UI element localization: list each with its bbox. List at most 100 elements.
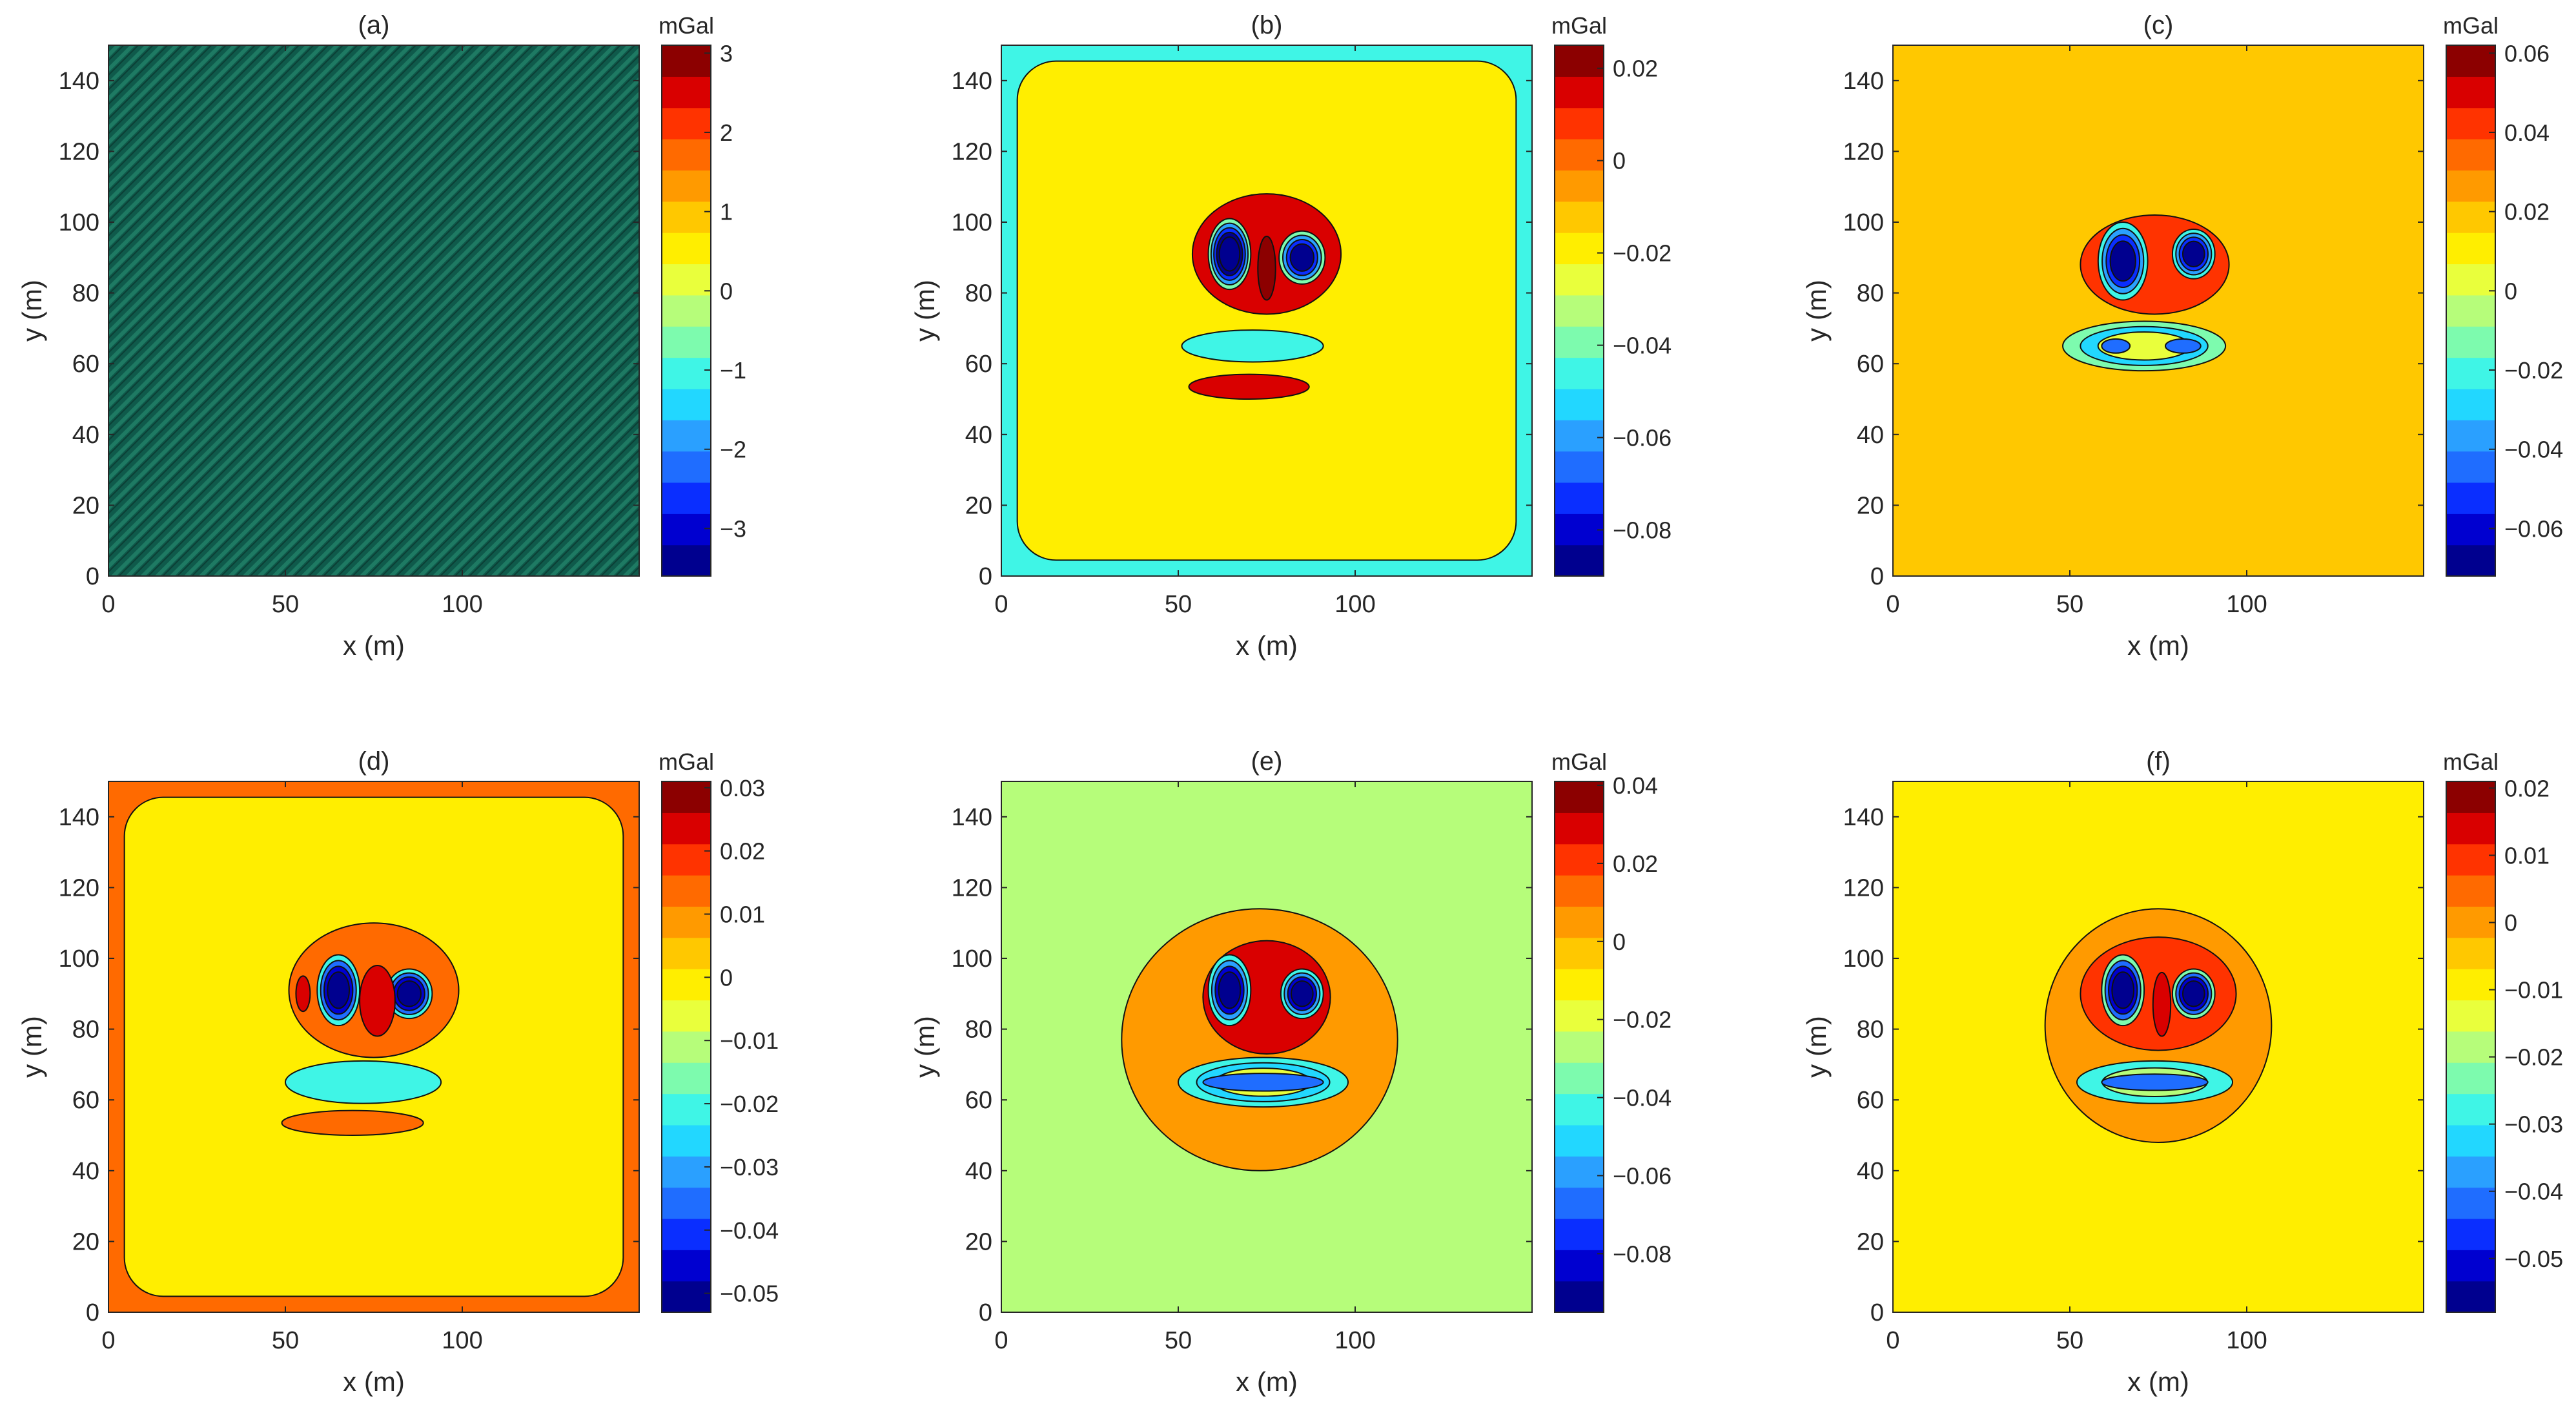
y-tick-label: 60: [72, 1087, 99, 1114]
colorbar-band: [1555, 544, 1604, 577]
y-tick-label: 100: [1843, 209, 1884, 236]
y-tick-label: 80: [1857, 1016, 1884, 1044]
colorbar-tick-label: 0.02: [720, 838, 765, 865]
x-axis-label: x (m): [1236, 630, 1298, 661]
colorbar-band: [1555, 1093, 1604, 1126]
colorbar-band: [662, 1250, 711, 1282]
y-tick-label: 40: [965, 422, 992, 449]
colorbar-band: [1555, 513, 1604, 546]
y-tick-label: 40: [72, 422, 99, 449]
colorbar-band: [1555, 45, 1604, 77]
y-tick-label: 0: [86, 563, 99, 590]
colorbar-unit-label: mGal: [2443, 12, 2499, 39]
colorbar-band: [662, 388, 711, 420]
colorbar-band: [1555, 263, 1604, 296]
colorbar-tick-label: 0: [2504, 910, 2517, 936]
x-axis-label: x (m): [2127, 1366, 2189, 1397]
colorbar-tick-label: 0.02: [2504, 199, 2550, 225]
colorbar-band: [662, 294, 711, 327]
colorbar-tick-label: −0.04: [1613, 1085, 1671, 1111]
y-tick-label: 40: [1857, 1158, 1884, 1185]
y-tick-label: 20: [1857, 492, 1884, 519]
y-tick-label: 80: [72, 1016, 99, 1044]
colorbar-band: [1555, 843, 1604, 876]
y-tick-label: 120: [952, 138, 992, 165]
colorbar-band: [1555, 232, 1604, 265]
colorbar-tick-label: 1: [720, 199, 733, 225]
colorbar-band: [2446, 1062, 2495, 1095]
y-tick-label: 120: [1843, 138, 1884, 165]
axes-box: [108, 45, 640, 577]
colorbar-band: [1555, 1281, 1604, 1313]
colorbar-band: [1555, 1124, 1604, 1157]
colorbar-band: [2446, 45, 2495, 77]
colorbar-band: [2446, 1250, 2495, 1282]
colorbar-band: [2446, 388, 2495, 420]
panel-title: (a): [358, 11, 390, 39]
colorbar-tick-label: −0.04: [2504, 437, 2563, 463]
panel-title: (d): [358, 747, 390, 776]
contour-region: [1218, 236, 1241, 272]
contour-region: [2182, 980, 2205, 1007]
contour-region: [2164, 338, 2202, 354]
x-tick-label: 0: [994, 591, 1008, 618]
colorbar-band: [1555, 388, 1604, 420]
colorbar-band: [662, 1000, 711, 1032]
colorbar-band: [2446, 76, 2495, 108]
contour-region: [1181, 329, 1324, 363]
contour-region: [2101, 338, 2131, 354]
colorbar-band: [2446, 544, 2495, 577]
colorbar-band: [2446, 875, 2495, 907]
contour-region: [295, 975, 311, 1013]
colorbar-tick-label: 0.04: [1613, 772, 1658, 799]
contour-region: [2152, 971, 2172, 1037]
colorbar-band: [662, 781, 711, 813]
colorbar-band: [1555, 937, 1604, 969]
colorbar-band: [1555, 969, 1604, 1001]
colorbar-band: [2446, 1281, 2495, 1313]
colorbar-band: [1555, 1062, 1604, 1095]
x-tick-label: 50: [272, 591, 299, 618]
colorbar-tick-label: 2: [720, 119, 733, 146]
colorbar-tick-label: −0.02: [2504, 1044, 2563, 1071]
colorbar-band: [1555, 1156, 1604, 1188]
colorbar-tick-label: −0.02: [1613, 1007, 1671, 1033]
y-axis-label: y (m): [1801, 280, 1832, 342]
y-tick-label: 60: [1857, 1087, 1884, 1114]
colorbar-band: [2446, 232, 2495, 265]
x-tick-label: 0: [101, 591, 115, 618]
colorbar-band: [662, 969, 711, 1001]
colorbar-tick-label: 0.02: [2504, 775, 2550, 801]
contour-region: [327, 971, 351, 1009]
colorbar-unit-label: mGal: [659, 12, 714, 39]
colorbar-band: [662, 326, 711, 358]
contour-region: [281, 1109, 424, 1136]
colorbar-band: [1555, 139, 1604, 171]
y-tick-label: 140: [952, 68, 992, 95]
contour-region: [359, 964, 396, 1037]
colorbar-band: [662, 45, 711, 77]
colorbar-band: [2446, 482, 2495, 514]
colorbar-band: [1555, 170, 1604, 202]
contour-region: [2111, 971, 2135, 1009]
colorbar-band: [2446, 1031, 2495, 1063]
y-tick-label: 140: [952, 804, 992, 831]
axes-box: [1892, 781, 2424, 1313]
x-tick-label: 0: [101, 1327, 115, 1354]
y-tick-label: 80: [965, 280, 992, 307]
x-axis-label: x (m): [343, 1366, 405, 1397]
colorbar-tick-label: 0.01: [2504, 842, 2550, 869]
colorbar-band: [2446, 906, 2495, 938]
y-tick-label: 100: [1843, 945, 1884, 973]
y-axis-label: y (m): [17, 280, 47, 342]
colorbar-tick-label: −0.06: [1613, 425, 1671, 451]
colorbar-band: [662, 263, 711, 296]
colorbar-band: [662, 1218, 711, 1250]
colorbar-band: [662, 76, 711, 108]
colorbar-tick-label: 0.03: [720, 775, 765, 801]
axes-box: [108, 781, 640, 1313]
contour-region: [285, 1060, 442, 1104]
x-tick-label: 0: [994, 1327, 1008, 1354]
